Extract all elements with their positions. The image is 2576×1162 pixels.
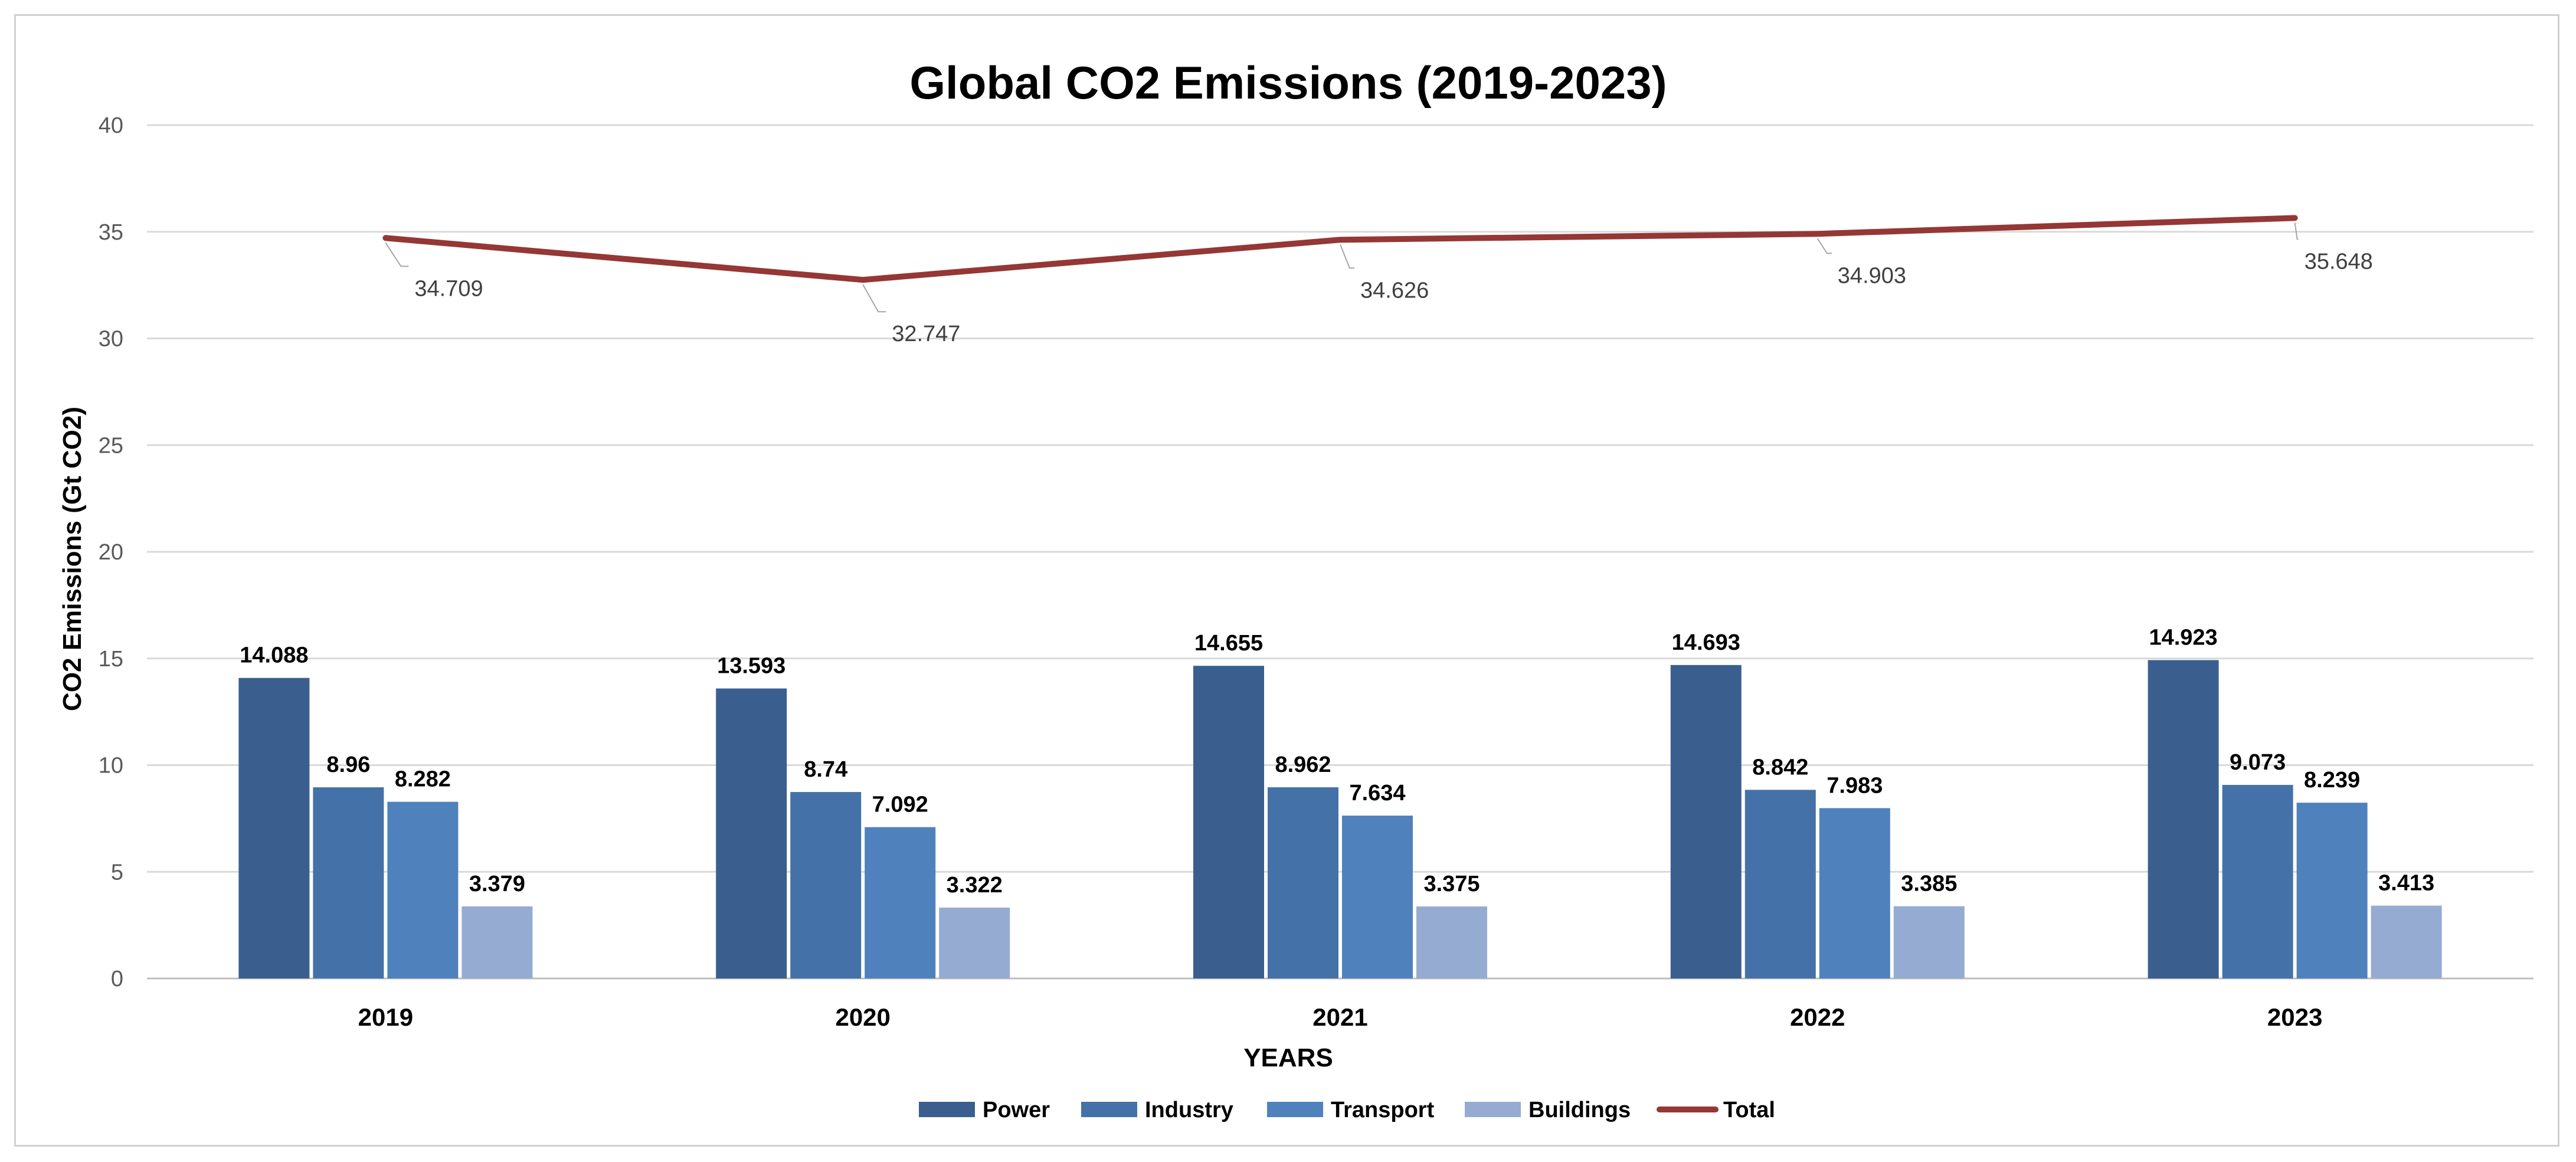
x-tick-label: 2020 [835, 1003, 890, 1031]
x-tick-label: 2021 [1312, 1003, 1367, 1031]
y-tick-label: 15 [99, 647, 123, 672]
leader-line [862, 284, 886, 313]
y-tick-label: 5 [111, 860, 123, 885]
bar-labels: 14.088 8.96 8.282 3.379 13.593 8.74 7.092 3.322… [240, 626, 2434, 898]
total-line-series: 34.709 32.747 34.626 34.903 35.648 [382, 215, 2373, 346]
bar-power-2023 [2148, 660, 2219, 978]
bar-power-2022 [1670, 665, 1742, 978]
chart-title: Global CO2 Emissions (2019-2023) [909, 57, 1667, 109]
bar-transport-2022 [1819, 808, 1890, 978]
x-axis-title: YEARS [1243, 1043, 1333, 1072]
bar-industry-2022 [1744, 790, 1816, 978]
bar-label-buildings-2020: 3.322 [947, 873, 1003, 898]
bar-label-power-2019: 14.088 [240, 643, 308, 668]
bar-transport-2023 [2296, 803, 2368, 978]
y-tick-label: 20 [99, 540, 123, 565]
leader-line [385, 242, 409, 267]
legend-swatch [1081, 1102, 1137, 1117]
bar-label-power-2020: 13.593 [717, 654, 785, 679]
legend-label: Buildings [1528, 1098, 1631, 1122]
legend-item-industry: Industry [1081, 1098, 1233, 1122]
leader-line [1340, 244, 1354, 269]
y-tick-label: 40 [99, 113, 123, 138]
bar-power-2020 [716, 688, 787, 978]
bar-transport-2020 [865, 827, 936, 978]
bar-label-transport-2021: 7.634 [1349, 781, 1405, 806]
bar-label-buildings-2019: 3.379 [469, 872, 525, 896]
chart-frame: Global CO2 Emissions (2019-2023) 0 5 10 15 2… [14, 14, 2559, 1147]
bar-transport-2021 [1342, 816, 1413, 978]
legend-label: Transport [1331, 1098, 1435, 1122]
y-tick-label: 10 [99, 754, 123, 778]
bar-label-buildings-2022: 3.385 [1901, 872, 1957, 896]
bar-label-industry-2021: 8.962 [1275, 752, 1331, 777]
legend-swatch [919, 1102, 975, 1117]
bar-buildings-2019 [461, 906, 533, 978]
x-tick-label: 2023 [2267, 1003, 2322, 1031]
x-axis-ticks: 2019 2020 2021 2022 2023 [358, 1003, 2323, 1031]
bar-label-transport-2020: 7.092 [872, 793, 928, 817]
bar-industry-2023 [2222, 785, 2293, 978]
bar-label-industry-2019: 8.96 [326, 752, 370, 777]
x-tick-label: 2019 [358, 1003, 413, 1031]
line-label-2023: 35.648 [2305, 249, 2373, 274]
bar-label-buildings-2023: 3.413 [2378, 871, 2434, 896]
leader-line [2294, 222, 2299, 240]
x-tick-label: 2022 [1790, 1003, 1845, 1031]
bar-transport-2019 [387, 801, 459, 978]
bars [238, 660, 2442, 978]
legend-label: Power [983, 1098, 1050, 1122]
line-label-2020: 32.747 [892, 322, 960, 346]
bar-label-power-2023: 14.923 [2149, 626, 2217, 650]
legend-swatch [1267, 1102, 1323, 1117]
line-label-2022: 34.903 [1838, 263, 1906, 288]
bar-industry-2021 [1268, 787, 1338, 978]
line-label-2021: 34.626 [1360, 278, 1429, 303]
legend-swatch [1465, 1102, 1521, 1117]
bar-label-transport-2023: 8.239 [2304, 768, 2360, 793]
bar-label-industry-2023: 9.073 [2230, 750, 2286, 775]
y-axis-title: CO2 Emissions (Gt CO2) [58, 407, 87, 711]
bar-buildings-2021 [1416, 906, 1487, 978]
y-tick-label: 35 [99, 220, 123, 245]
y-tick-label: 25 [99, 433, 123, 458]
bar-industry-2020 [790, 792, 862, 978]
y-tick-label: 0 [111, 967, 123, 991]
y-tick-label: 30 [99, 327, 123, 352]
bar-label-power-2022: 14.693 [1672, 630, 1740, 655]
bar-power-2019 [238, 677, 310, 978]
bar-power-2021 [1193, 666, 1264, 978]
bar-label-power-2021: 14.655 [1194, 631, 1263, 656]
bar-label-transport-2019: 8.282 [395, 767, 451, 792]
bar-buildings-2022 [1893, 906, 1965, 978]
bar-label-transport-2022: 7.983 [1827, 773, 1883, 798]
bar-buildings-2020 [939, 907, 1010, 978]
leader-line [1816, 238, 1832, 254]
legend-item-total: Total [1657, 1098, 1775, 1122]
line-label-2019: 34.709 [414, 276, 483, 301]
legend-item-transport: Transport [1267, 1098, 1435, 1122]
legend-item-buildings: Buildings [1465, 1098, 1631, 1122]
legend: Power Industry Transport Buildings Total [919, 1098, 1775, 1122]
bar-label-industry-2020: 8.74 [804, 757, 847, 782]
legend-item-power: Power [919, 1098, 1050, 1122]
bar-label-industry-2022: 8.842 [1752, 755, 1808, 780]
y-axis-ticks: 0 5 10 15 20 25 30 35 40 [99, 113, 123, 991]
legend-label: Total [1723, 1098, 1775, 1122]
gridlines [147, 124, 2534, 980]
chart: Global CO2 Emissions (2019-2023) 0 5 10 15 2… [58, 57, 2534, 1122]
series-line-total [382, 215, 2298, 283]
bar-industry-2019 [313, 787, 384, 978]
bar-label-buildings-2021: 3.375 [1423, 872, 1480, 896]
bar-buildings-2023 [2371, 905, 2442, 978]
legend-label: Industry [1145, 1098, 1233, 1122]
